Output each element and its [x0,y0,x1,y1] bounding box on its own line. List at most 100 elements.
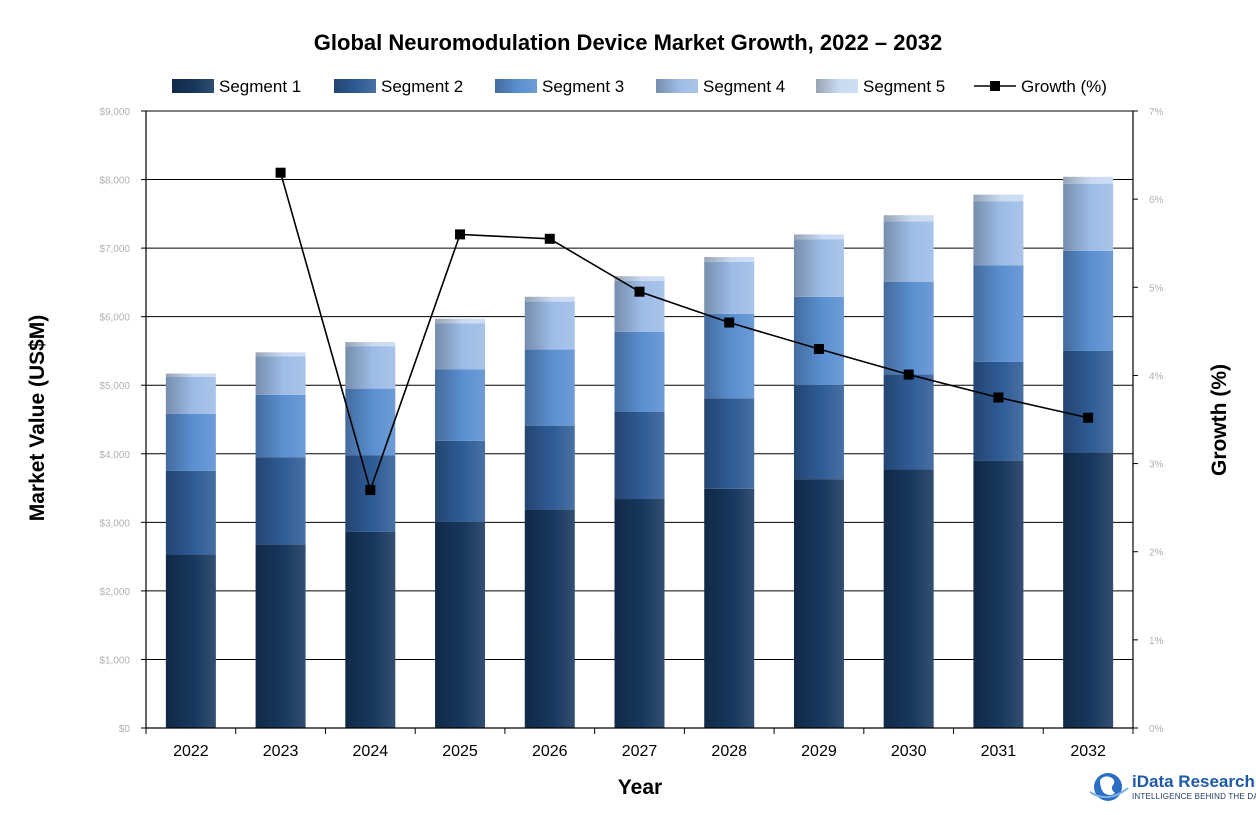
y2-tick-label: 6% [1149,195,1164,206]
legend-label: Growth (%) [1021,77,1107,96]
x-tick-label: 2027 [622,743,658,760]
bar-segment-1-2022 [165,554,216,728]
legend-swatch [656,79,698,93]
y2-tick-label: 4% [1149,371,1164,382]
bar-segment-2-2026 [524,425,575,510]
bar-segment-5-2028 [704,257,755,262]
y2-tick-label: 5% [1149,283,1164,294]
legend-item-segment-5: Segment 5 [816,77,945,96]
y-tick-label: $0 [119,724,131,735]
bar-segment-5-2026 [524,296,575,302]
growth-point [365,485,376,496]
bar-segment-1-2032 [1063,452,1114,728]
bar-segment-1-2028 [704,488,755,728]
y-tick-label: $2,000 [99,587,130,598]
y-axis-title: Market Value (US$M) [26,315,49,522]
growth-point [993,392,1004,403]
growth-point [813,343,824,354]
bar-segment-1-2031 [973,460,1024,728]
bar-segment-1-2023 [255,544,306,728]
bar-segment-5-2032 [1063,176,1114,184]
y2-axis-title: Growth (%) [1208,364,1231,476]
y-tick-labels: $0 $1,000 $2,000 $3,000 $4,000 $5,000 $6,000 $7… [99,107,130,735]
y-tick-label: $1,000 [99,655,130,666]
x-tick-labels: 2022 2023 2024 2025 2026 2027 2028 2029 2030 2031… [173,743,1106,760]
growth-point [1083,412,1094,423]
bar-segment-3-2027 [614,331,665,412]
bar-segment-3-2029 [793,296,844,386]
logo-tagline: INTELLIGENCE BEHIND THE DATA [1132,792,1256,801]
x-tick-label: 2028 [711,743,747,760]
bars-group [165,176,1114,728]
x-tick-label: 2029 [801,743,837,760]
growth-point [903,369,914,380]
legend-label: Segment 4 [703,77,785,96]
bar-segment-3-2023 [255,394,306,458]
legend-label: Segment 2 [381,77,463,96]
y-tick-label: $6,000 [99,313,130,324]
bar-segment-1-2024 [345,531,396,728]
y-tick-label: $5,000 [99,381,130,392]
legend-swatch [816,79,858,93]
bar-segment-5-2023 [255,352,306,357]
globe-swoosh-mark [1089,787,1129,799]
x-tick-label: 2026 [532,743,568,760]
y2-tick-labels: 0% 1% 2% 3% 4% 5% 6% 7% [1133,107,1164,735]
bar-segment-2-2029 [793,385,844,480]
growth-point [275,167,286,178]
x-tick-label: 2025 [442,743,478,760]
legend-item-growth: Growth (%) [974,77,1107,96]
bar-segment-5-2025 [435,318,486,324]
bar-segment-4-2025 [435,323,486,370]
bar-segment-3-2031 [973,265,1024,362]
bar-segment-5-2027 [614,276,665,282]
bar-segment-2-2030 [883,374,934,470]
bar-segment-5-2024 [345,342,396,347]
x-tick-label: 2030 [891,743,927,760]
x-tick-label: 2024 [353,743,389,760]
idata-research-logo: iData Research INTELLIGENCE BEHIND THE D… [1089,772,1256,801]
bar-segment-4-2029 [793,239,844,297]
bar-segment-1-2030 [883,469,934,728]
bar-segment-4-2026 [524,301,575,350]
y2-tick-label: 3% [1149,460,1164,471]
bar-segment-5-2031 [973,194,1024,202]
legend-label: Segment 5 [863,77,945,96]
bar-segment-5-2030 [883,215,934,222]
bar-segment-4-2031 [973,201,1024,266]
bar-segment-3-2022 [165,414,216,471]
y2-tick-label: 1% [1149,636,1164,647]
bar-segment-4-2028 [704,261,755,314]
bar-segment-4-2023 [255,356,306,395]
y2-tick-label: 7% [1149,107,1164,118]
legend-label: Segment 1 [219,77,301,96]
bar-segment-1-2027 [614,499,665,728]
legend-swatch [495,79,537,93]
bar-segment-2-2023 [255,457,306,545]
x-tick-label: 2023 [263,743,299,760]
legend-item-segment-2: Segment 2 [334,77,463,96]
bar-segment-4-2032 [1063,183,1114,251]
bar-segment-5-2029 [793,234,844,240]
x-tick-label: 2022 [173,743,209,760]
x-tick-label: 2031 [981,743,1017,760]
growth-point [455,229,466,240]
legend-swatch [334,79,376,93]
bar-segment-3-2024 [345,388,396,456]
y-tick-label: $9,000 [99,107,130,118]
axes-group [145,111,1134,734]
growth-point [634,286,645,297]
bar-segment-1-2029 [793,479,844,728]
bar-segment-2-2028 [704,398,755,489]
legend-marker [990,81,1000,91]
y2-tick-label: 2% [1149,548,1164,559]
y-tick-label: $8,000 [99,176,130,187]
y-tick-label: $7,000 [99,244,130,255]
y-tick-label: $4,000 [99,450,130,461]
chart-title: Global Neuromodulation Device Market Gro… [314,30,942,55]
x-tick-label: 2032 [1070,743,1106,760]
bar-segment-2-2031 [973,361,1024,461]
growth-point [544,233,555,244]
legend-item-segment-4: Segment 4 [656,77,785,96]
